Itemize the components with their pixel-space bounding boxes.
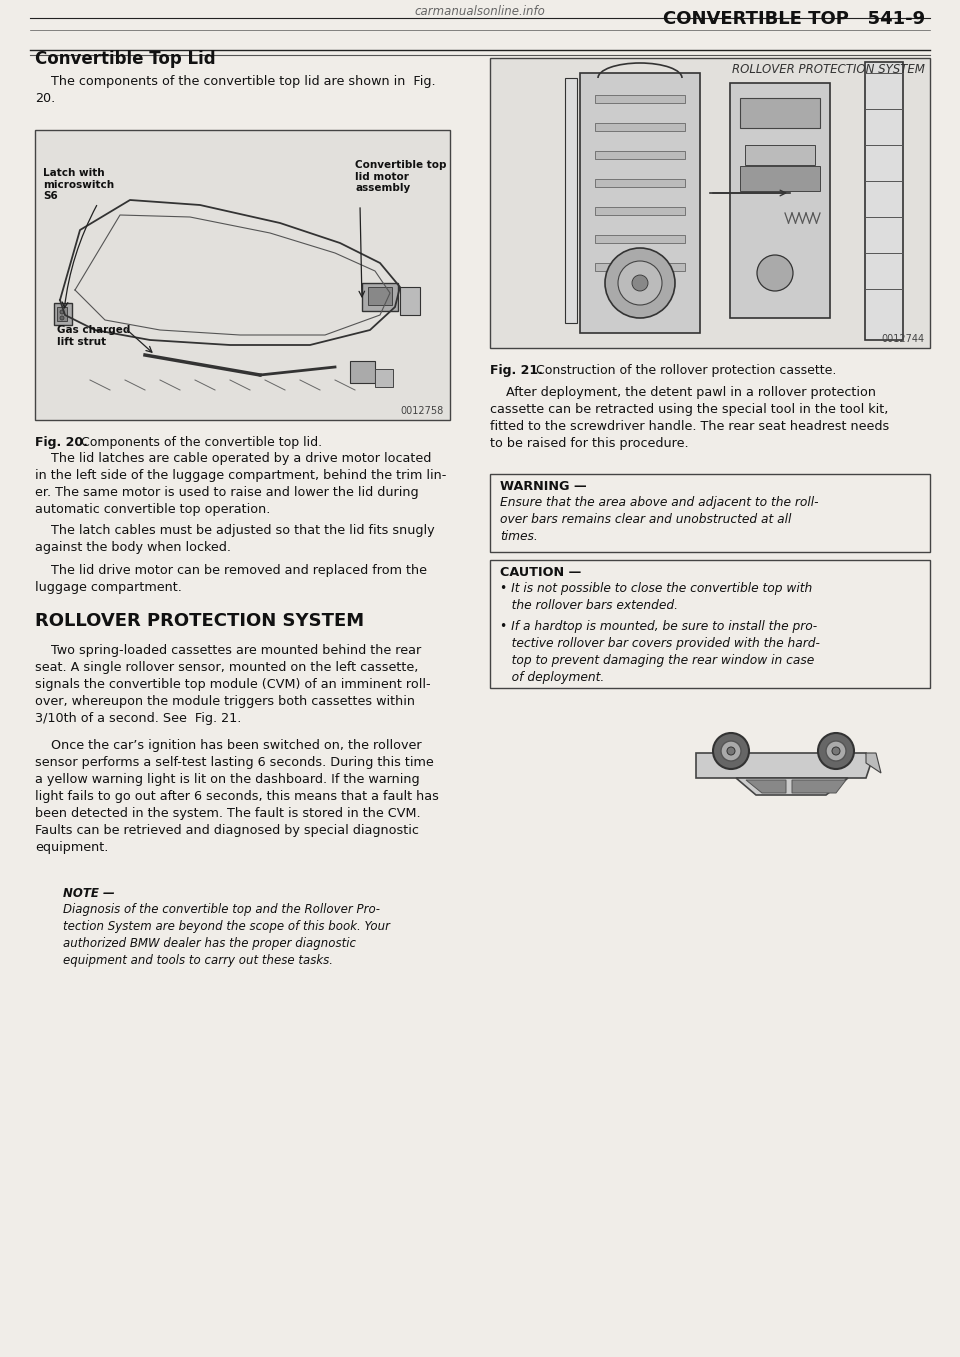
Text: Fig. 21.: Fig. 21. xyxy=(490,364,542,377)
Bar xyxy=(595,263,685,271)
Text: carmanualsonline.info: carmanualsonline.info xyxy=(415,5,545,18)
Bar xyxy=(865,62,903,341)
Polygon shape xyxy=(736,778,848,795)
Circle shape xyxy=(713,733,749,769)
Bar xyxy=(595,235,685,243)
Text: Convertible top
lid motor
assembly: Convertible top lid motor assembly xyxy=(355,160,446,193)
Text: Ensure that the area above and adjacent to the roll-
over bars remains clear and: Ensure that the area above and adjacent … xyxy=(500,497,819,543)
Bar xyxy=(35,130,450,421)
Bar xyxy=(368,286,392,305)
Bar xyxy=(490,560,930,688)
Bar xyxy=(350,361,375,383)
Text: 0012758: 0012758 xyxy=(400,406,444,417)
Text: The lid latches are cable operated by a drive motor located
in the left side of : The lid latches are cable operated by a … xyxy=(35,452,446,516)
Bar xyxy=(595,151,685,159)
Text: • It is not possible to close the convertible top with
   the rollover bars exte: • It is not possible to close the conver… xyxy=(500,582,812,612)
Circle shape xyxy=(618,261,662,305)
Bar xyxy=(740,166,820,191)
Bar xyxy=(54,303,72,324)
Circle shape xyxy=(818,733,854,769)
Bar xyxy=(57,307,67,322)
Circle shape xyxy=(757,255,793,290)
Text: The lid drive motor can be removed and replaced from the
luggage compartment.: The lid drive motor can be removed and r… xyxy=(35,565,427,594)
Circle shape xyxy=(826,741,846,761)
Bar xyxy=(595,123,685,132)
Text: The latch cables must be adjusted so that the lid fits snugly
against the body w: The latch cables must be adjusted so tha… xyxy=(35,524,435,554)
Text: Construction of the rollover protection cassette.: Construction of the rollover protection … xyxy=(532,364,836,377)
Text: Two spring-loaded cassettes are mounted behind the rear
seat. A single rollover : Two spring-loaded cassettes are mounted … xyxy=(35,645,431,725)
Bar xyxy=(490,58,930,347)
Bar xyxy=(730,83,830,318)
Text: The components of the convertible top lid are shown in  Fig.
20.: The components of the convertible top li… xyxy=(35,75,436,104)
Polygon shape xyxy=(792,780,846,792)
Circle shape xyxy=(727,746,735,754)
Bar xyxy=(362,284,398,311)
Text: ROLLOVER PROTECTION SYSTEM: ROLLOVER PROTECTION SYSTEM xyxy=(35,612,364,630)
Text: Latch with
microswitch
S6: Latch with microswitch S6 xyxy=(43,168,114,201)
Circle shape xyxy=(60,309,64,313)
Polygon shape xyxy=(866,753,881,773)
Bar xyxy=(745,145,815,166)
Text: Components of the convertible top lid.: Components of the convertible top lid. xyxy=(77,436,323,449)
Bar xyxy=(580,73,700,332)
Text: NOTE —: NOTE — xyxy=(63,887,115,900)
Text: WARNING —: WARNING — xyxy=(500,480,587,493)
Circle shape xyxy=(60,316,64,320)
Bar xyxy=(740,98,820,128)
Circle shape xyxy=(832,746,840,754)
Text: • If a hardtop is mounted, be sure to install the pro-
   tective rollover bar c: • If a hardtop is mounted, be sure to in… xyxy=(500,620,820,684)
Circle shape xyxy=(605,248,675,318)
Bar xyxy=(400,286,420,315)
Polygon shape xyxy=(696,753,871,778)
Bar xyxy=(565,77,577,323)
Bar xyxy=(595,179,685,187)
Bar xyxy=(490,474,930,552)
Text: Once the car’s ignition has been switched on, the rollover
sensor performs a sel: Once the car’s ignition has been switche… xyxy=(35,740,439,854)
Text: ROLLOVER PROTECTION SYSTEM: ROLLOVER PROTECTION SYSTEM xyxy=(732,62,925,76)
Circle shape xyxy=(632,275,648,290)
Text: Gas charged
lift strut: Gas charged lift strut xyxy=(57,324,131,346)
Circle shape xyxy=(721,741,741,761)
Bar xyxy=(595,208,685,214)
Bar xyxy=(375,369,393,387)
Text: Convertible Top Lid: Convertible Top Lid xyxy=(35,50,216,68)
Text: CAUTION —: CAUTION — xyxy=(500,566,581,579)
Text: Fig. 20.: Fig. 20. xyxy=(35,436,88,449)
Text: 0012744: 0012744 xyxy=(881,334,924,345)
Polygon shape xyxy=(746,780,786,792)
Bar xyxy=(595,95,685,103)
Text: After deployment, the detent pawl in a rollover protection
cassette can be retra: After deployment, the detent pawl in a r… xyxy=(490,385,889,451)
Text: CONVERTIBLE TOP   541-9: CONVERTIBLE TOP 541-9 xyxy=(662,9,925,28)
Text: Diagnosis of the convertible top and the Rollover Pro-
tection System are beyond: Diagnosis of the convertible top and the… xyxy=(63,902,390,968)
